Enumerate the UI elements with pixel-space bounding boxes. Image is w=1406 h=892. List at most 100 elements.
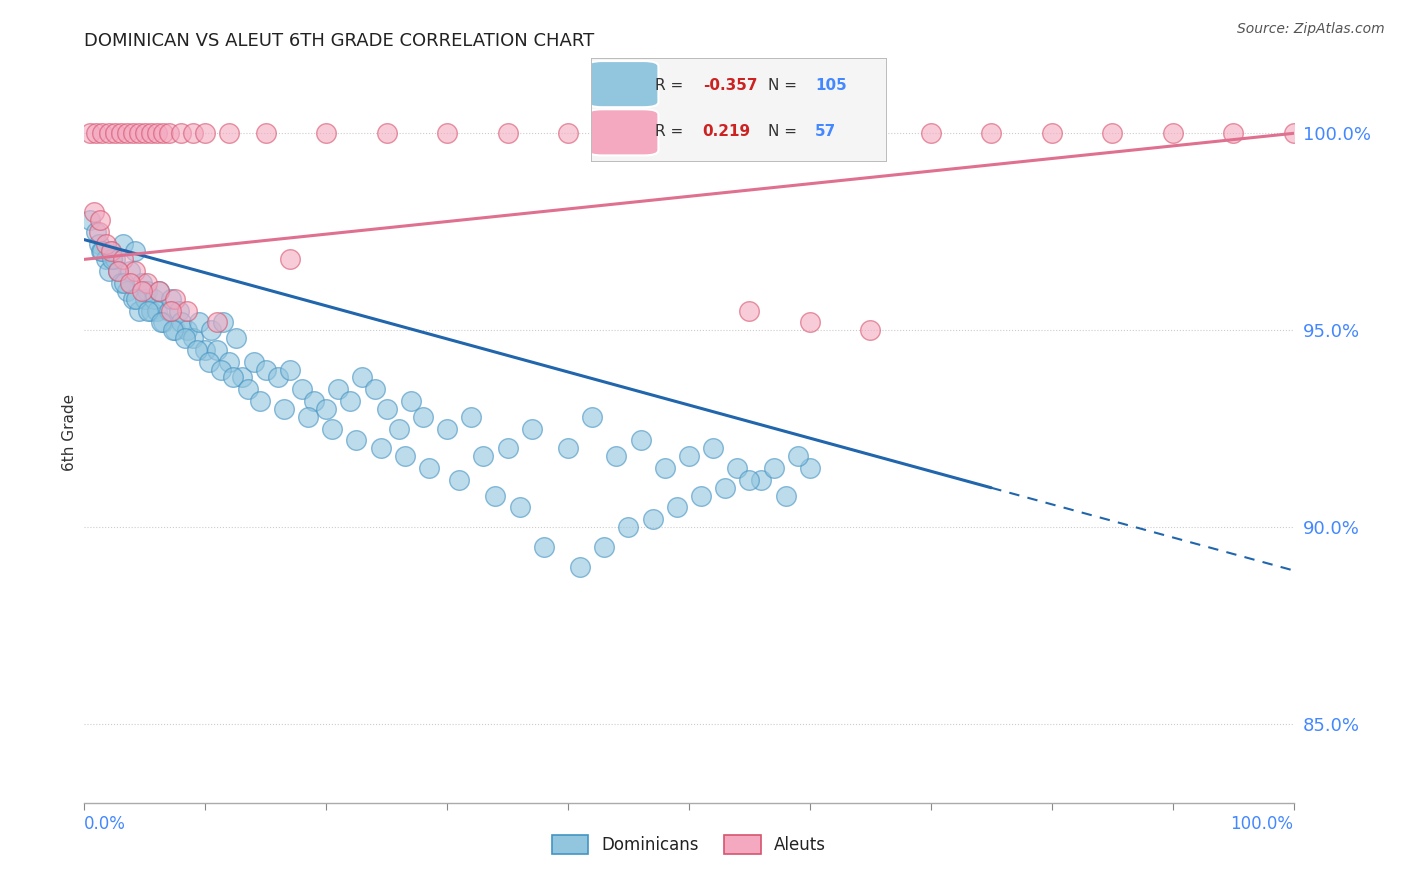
- Point: [181, 331, 204, 345]
- Point: [209, 362, 232, 376]
- Point: [136, 276, 159, 290]
- Point: [89, 213, 111, 227]
- Point: [112, 252, 135, 267]
- Point: [112, 276, 135, 290]
- Point: [152, 126, 174, 140]
- Point: [176, 303, 198, 318]
- Point: [702, 442, 724, 456]
- Point: [200, 323, 222, 337]
- Point: [165, 323, 187, 337]
- Point: [302, 394, 325, 409]
- Point: [146, 303, 169, 318]
- Point: [678, 126, 700, 140]
- Point: [125, 292, 148, 306]
- Point: [222, 370, 245, 384]
- Point: [267, 370, 290, 384]
- Point: [388, 422, 411, 436]
- Point: [231, 370, 253, 384]
- Point: [278, 362, 301, 376]
- Point: [91, 244, 114, 259]
- Point: [328, 382, 350, 396]
- Point: [115, 126, 138, 140]
- Point: [1161, 126, 1184, 140]
- Point: [738, 473, 761, 487]
- Point: [148, 284, 170, 298]
- Point: [496, 442, 519, 456]
- Point: [112, 236, 135, 251]
- Point: [641, 512, 664, 526]
- Point: [859, 323, 882, 337]
- Point: [121, 292, 143, 306]
- Point: [449, 473, 471, 487]
- Point: [484, 489, 506, 503]
- Point: [87, 236, 110, 251]
- Point: [91, 126, 114, 140]
- Point: [249, 394, 271, 409]
- Point: [799, 315, 821, 329]
- Point: [291, 382, 314, 396]
- Point: [509, 500, 531, 515]
- Text: Source: ZipAtlas.com: Source: ZipAtlas.com: [1237, 22, 1385, 37]
- Point: [120, 264, 142, 278]
- Point: [297, 409, 319, 424]
- Point: [569, 559, 592, 574]
- Point: [160, 303, 183, 318]
- Point: [87, 225, 110, 239]
- Point: [218, 126, 240, 140]
- Point: [775, 489, 797, 503]
- Point: [207, 343, 229, 357]
- Point: [176, 323, 198, 337]
- Point: [593, 540, 616, 554]
- Point: [167, 303, 190, 318]
- Point: [100, 244, 122, 259]
- Point: [375, 402, 398, 417]
- Point: [738, 126, 761, 140]
- Point: [346, 434, 368, 448]
- Text: 105: 105: [815, 78, 846, 93]
- Point: [352, 370, 374, 384]
- Point: [460, 409, 482, 424]
- Point: [254, 126, 277, 140]
- Point: [79, 126, 101, 140]
- Point: [321, 422, 343, 436]
- Point: [131, 276, 153, 290]
- Point: [520, 422, 543, 436]
- Point: [665, 500, 688, 515]
- Point: [83, 205, 105, 219]
- Point: [128, 126, 150, 140]
- Point: [605, 449, 627, 463]
- Text: 100.0%: 100.0%: [1230, 814, 1294, 832]
- Text: R =: R =: [655, 124, 693, 139]
- Point: [762, 461, 785, 475]
- FancyBboxPatch shape: [588, 61, 658, 107]
- Point: [101, 252, 124, 267]
- Point: [134, 292, 156, 306]
- Point: [212, 315, 235, 329]
- Point: [436, 422, 458, 436]
- Point: [139, 303, 162, 318]
- Text: -0.357: -0.357: [703, 78, 758, 93]
- Point: [124, 244, 146, 259]
- Point: [148, 284, 170, 298]
- Point: [799, 461, 821, 475]
- Point: [273, 402, 295, 417]
- Point: [690, 489, 713, 503]
- Point: [207, 315, 229, 329]
- FancyBboxPatch shape: [588, 110, 658, 155]
- Point: [370, 442, 392, 456]
- Point: [1040, 126, 1063, 140]
- Point: [194, 343, 217, 357]
- Point: [94, 236, 117, 251]
- Point: [751, 473, 773, 487]
- Point: [104, 252, 127, 267]
- Point: [254, 362, 277, 376]
- Point: [799, 126, 821, 140]
- Text: 0.219: 0.219: [703, 124, 751, 139]
- Point: [363, 382, 385, 396]
- Point: [786, 449, 808, 463]
- Point: [131, 284, 153, 298]
- Point: [678, 449, 700, 463]
- Point: [738, 303, 761, 318]
- Point: [107, 264, 129, 278]
- Point: [375, 126, 398, 140]
